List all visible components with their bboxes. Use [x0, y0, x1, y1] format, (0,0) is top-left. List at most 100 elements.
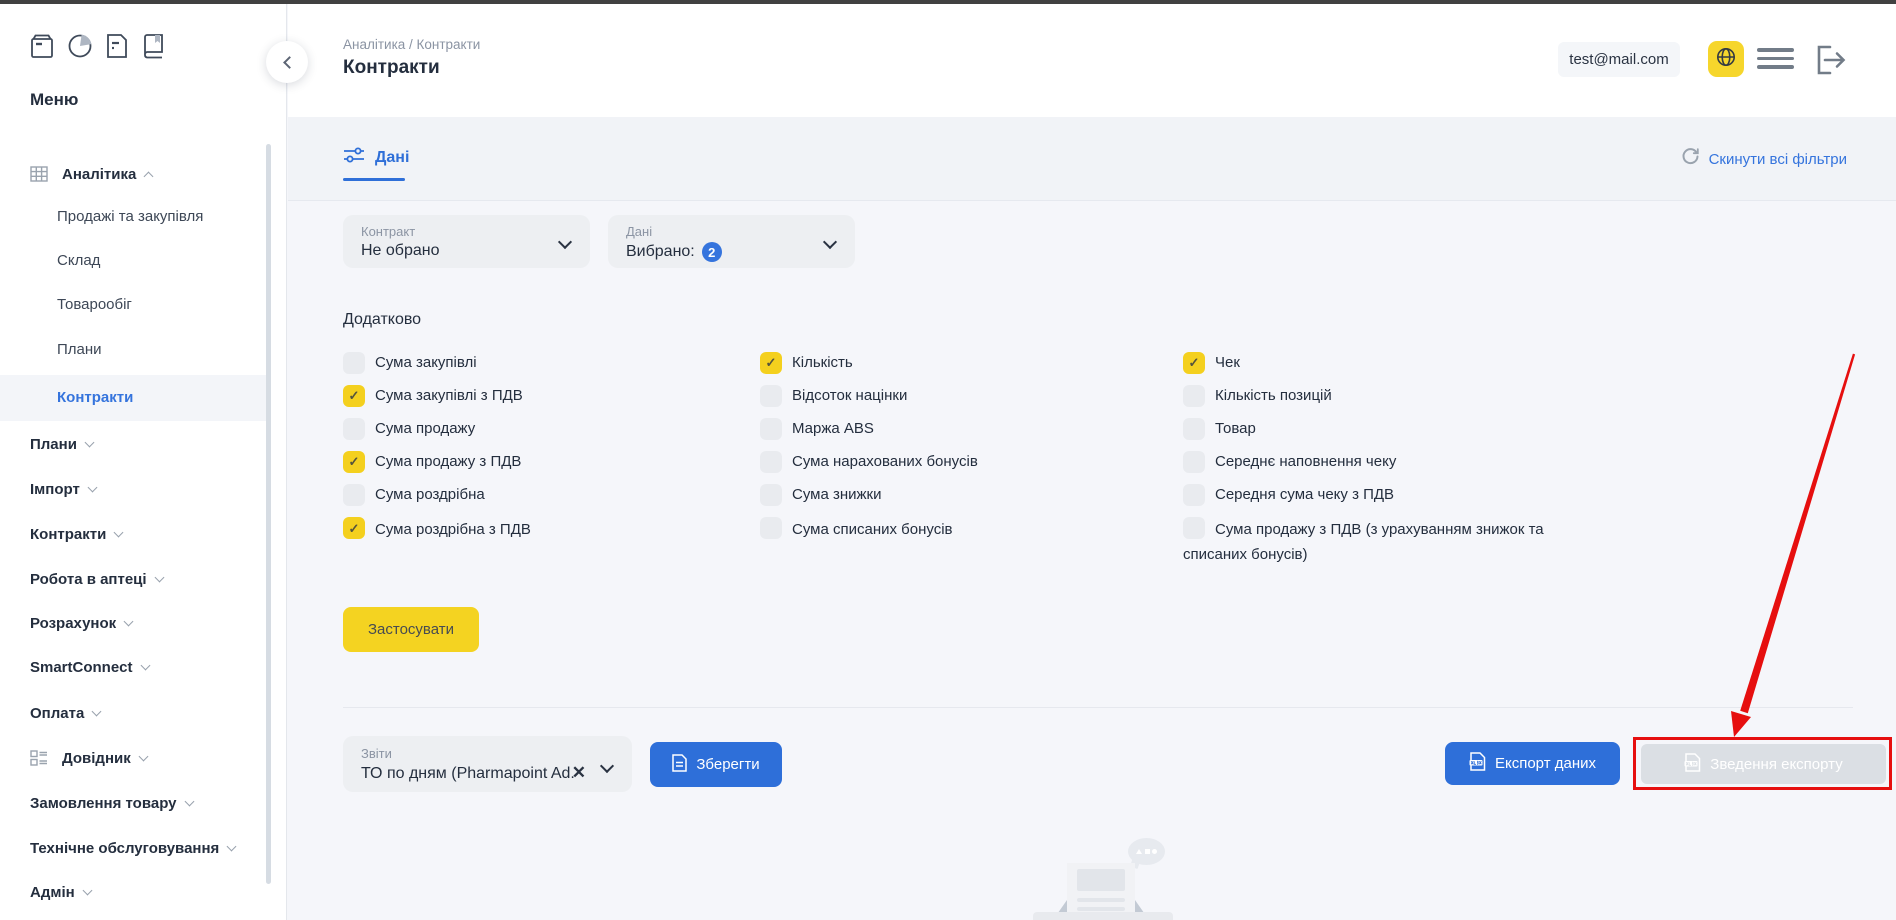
sidebar-item-calculation[interactable]: Розрахунок — [0, 611, 267, 635]
user-email-button[interactable]: test@mail.com — [1558, 42, 1680, 77]
sidebar-item-label: Аналітика — [62, 165, 137, 183]
dropdown-value: Вибрано: 2 — [626, 242, 722, 262]
checkbox-row[interactable]: Сума списаних бонусів — [760, 517, 1160, 542]
checkbox-row[interactable]: Кількість — [760, 352, 1160, 374]
contract-dropdown[interactable]: Контракт Не обрано — [343, 215, 590, 268]
checkbox[interactable] — [1183, 484, 1205, 506]
checkbox[interactable] — [343, 385, 365, 407]
sidebar-item-import[interactable]: Імпорт — [0, 477, 267, 501]
clear-icon[interactable]: ✕ — [571, 763, 586, 782]
dropdown-label: Звіти — [361, 746, 392, 761]
xlsx-file-icon — [1684, 752, 1701, 776]
pie-chart-icon[interactable] — [67, 33, 93, 59]
sidebar-collapse-button[interactable] — [266, 41, 308, 83]
circle-glyph — [1152, 849, 1157, 854]
data-dropdown[interactable]: Дані Вибрано: 2 — [608, 215, 855, 268]
sidebar-item-plans[interactable]: Плани — [0, 432, 267, 456]
sidebar-item-analytics[interactable]: Аналітика — [0, 162, 267, 186]
checkbox[interactable] — [1183, 385, 1205, 407]
checkbox[interactable] — [760, 517, 782, 539]
sidebar-active-highlight — [0, 375, 267, 421]
reset-filters-link[interactable]: Скинути всі фільтри — [1681, 147, 1847, 171]
export-summary-button[interactable]: Зведення експорту — [1641, 744, 1886, 784]
sidebar-item-sales-purchase[interactable]: Продажі та закупівля — [0, 204, 267, 228]
sidebar-item-label: Товарообіг — [57, 295, 132, 313]
sidebar-item-label: Контракти — [57, 388, 134, 406]
sidebar-item-goods-order[interactable]: Замовлення товару — [0, 791, 267, 815]
sidebar-item-smartconnect[interactable]: SmartConnect — [0, 655, 267, 679]
save-button[interactable]: Зберегти — [650, 742, 782, 787]
checkbox-row[interactable]: Сума продажу — [343, 418, 728, 440]
document-icon[interactable] — [106, 33, 128, 59]
checkbox-row[interactable]: Сума закупівлі з ПДВ — [343, 385, 728, 407]
menu-toggle-button[interactable] — [1757, 48, 1794, 74]
checkbox[interactable] — [760, 385, 782, 407]
sidebar-item-label: Плани — [30, 435, 77, 453]
sidebar-item-plans-child[interactable]: Плани — [0, 337, 267, 361]
checkbox-row[interactable]: Середнє наповнення чеку — [1183, 451, 1588, 473]
checkbox-row[interactable]: Відсоток націнки — [760, 385, 1160, 407]
checkbox-label: Сума продажу з ПДВ — [375, 453, 522, 470]
chat-bubble-icon — [1128, 838, 1165, 865]
chevron-down-icon — [557, 234, 573, 250]
sidebar-item-maintenance[interactable]: Технічне обслуговування — [0, 836, 267, 860]
export-data-button[interactable]: Експорт даних — [1445, 742, 1620, 785]
sidebar-item-payment[interactable]: Оплата — [0, 701, 267, 725]
checkbox-label: Сума роздрібна з ПДВ — [375, 521, 531, 538]
checkbox-row[interactable]: Сума знижки — [760, 484, 1160, 506]
checkbox-row[interactable]: Сума нарахованих бонусів — [760, 451, 1160, 473]
sidebar-item-pharmacy-work[interactable]: Робота в аптеці — [0, 567, 267, 591]
logout-button[interactable] — [1810, 40, 1850, 85]
checkbox[interactable] — [343, 484, 365, 506]
page-header: Аналітика / Контракти Контракти test@mai… — [288, 4, 1896, 117]
sidebar-scrollbar[interactable] — [266, 144, 271, 884]
dropdown-label: Дані — [626, 224, 653, 239]
language-button[interactable] — [1708, 41, 1744, 77]
sidebar-item-label: SmartConnect — [30, 658, 133, 676]
checkbox[interactable] — [1183, 418, 1205, 440]
sidebar-item-directory[interactable]: Довідник — [0, 746, 267, 770]
apply-button[interactable]: Застосувати — [343, 607, 479, 652]
checkbox-row[interactable]: Кількість позицій — [1183, 385, 1588, 407]
checkbox[interactable] — [760, 484, 782, 506]
checkbox-row[interactable]: Середня сума чеку з ПДВ — [1183, 484, 1588, 506]
tab-data[interactable]: Дані — [343, 145, 409, 170]
chevron-down-icon — [599, 758, 615, 774]
sidebar-item-contracts-group[interactable]: Контракти — [0, 522, 267, 546]
checkbox-row[interactable]: Сума роздрібна — [343, 484, 728, 506]
calculator-icon[interactable] — [30, 33, 54, 59]
checkbox[interactable] — [760, 451, 782, 473]
checkbox-label: Кількість позицій — [1215, 387, 1332, 404]
checkbox[interactable] — [343, 352, 365, 374]
paper-sheet — [1067, 863, 1135, 920]
sidebar-item-warehouse[interactable]: Склад — [0, 248, 267, 272]
checkbox[interactable] — [343, 517, 365, 539]
sidebar: Меню Аналітика Продажі та закупівля Скла… — [0, 4, 287, 920]
sidebar-item-contracts-active[interactable]: Контракти — [0, 385, 267, 409]
book-icon[interactable] — [141, 33, 165, 59]
checkbox-row[interactable]: Сума закупівлі — [343, 352, 728, 374]
checkbox[interactable] — [343, 418, 365, 440]
sidebar-item-label: Розрахунок — [30, 614, 117, 632]
checkbox[interactable] — [760, 418, 782, 440]
window-top-edge — [0, 0, 1896, 4]
sidebar-item-admin[interactable]: Адмін — [0, 880, 267, 904]
checkbox[interactable] — [343, 451, 365, 473]
checkbox[interactable] — [1183, 451, 1205, 473]
page-title: Контракти — [343, 57, 440, 78]
options-column-3: Чек Кількість позицій Товар Середнє напо… — [1183, 352, 1588, 578]
checkbox[interactable] — [1183, 517, 1205, 539]
checkbox-row[interactable]: Сума продажу з ПДВ — [343, 451, 728, 473]
checkbox-row[interactable]: Сума роздрібна з ПДВ — [343, 517, 728, 542]
checkbox-row[interactable]: Маржа ABS — [760, 418, 1160, 440]
checkbox-row[interactable]: Товар — [1183, 418, 1588, 440]
checkbox-row[interactable]: Чек — [1183, 352, 1588, 374]
sidebar-item-turnover[interactable]: Товарообіг — [0, 292, 267, 316]
checkbox[interactable] — [1183, 352, 1205, 374]
sidebar-item-label: Технічне обслуговування — [30, 839, 220, 857]
reports-dropdown[interactable]: Звіти ТО по дням (Pharmapoint Ad... ✕ — [343, 736, 632, 792]
checkbox-row[interactable]: Сума продажу з ПДВ (з урахуванням знижок… — [1183, 517, 1588, 567]
sidebar-item-label: Продажі та закупівля — [57, 207, 204, 225]
sidebar-item-label: Плани — [57, 340, 102, 358]
checkbox[interactable] — [760, 352, 782, 374]
